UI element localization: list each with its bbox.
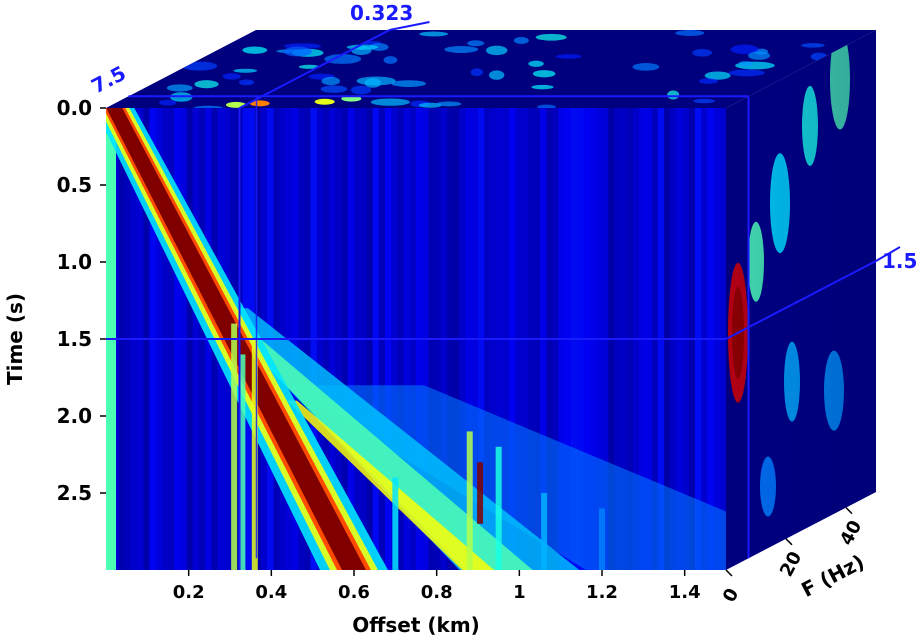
top-spectral-patch xyxy=(470,68,483,77)
top-spectral-peak xyxy=(249,100,270,107)
slice-markers xyxy=(106,21,901,570)
top-spectral-patch xyxy=(320,85,348,93)
top-spectral-patch xyxy=(738,61,753,67)
top-spectral-patch xyxy=(181,61,218,71)
top-spectral-patch xyxy=(193,105,223,108)
top-spectral-patch xyxy=(528,60,544,67)
top-spectral-patch xyxy=(692,49,712,57)
time-slice-line-side xyxy=(725,260,877,340)
top-spectral-patch xyxy=(370,98,410,106)
y-tick-label: 1.0 xyxy=(57,250,92,274)
top-spectral-peak xyxy=(314,98,335,105)
top-panel-features xyxy=(159,30,828,108)
top-spectral-patch xyxy=(748,51,771,60)
top-spectral-patch xyxy=(632,63,660,71)
trace-stripe xyxy=(392,477,399,570)
top-spectral-patch xyxy=(283,46,312,57)
time-slice-leader xyxy=(875,246,901,262)
top-spectral-patch xyxy=(159,99,177,106)
top-spectral-patch xyxy=(537,104,556,108)
top-spectral-patch xyxy=(321,76,340,86)
top-spectral-patch xyxy=(728,69,765,77)
top-spectral-patch xyxy=(356,76,396,86)
top-spectral-patch xyxy=(535,33,567,41)
top-spectral-patch xyxy=(555,54,582,59)
secondary-event-body xyxy=(240,339,533,570)
x-tick-label: 0.6 xyxy=(338,582,370,603)
secondary-event-halo xyxy=(212,308,580,570)
top-spectral-patch xyxy=(467,40,485,47)
trace-stripe xyxy=(599,508,605,570)
secondary-event-core xyxy=(287,400,494,570)
top-spectral-patch xyxy=(222,73,241,80)
trace-stripe xyxy=(477,462,484,524)
x-tick-label: 1 xyxy=(513,582,526,603)
frequency-tick-label: 20 xyxy=(776,548,806,580)
top-spectral-patch xyxy=(488,70,505,80)
trace-stripe xyxy=(495,446,502,570)
x-tick-label: 0.8 xyxy=(421,582,453,603)
trace-stripe xyxy=(466,431,473,570)
frequency-tick-label: 40 xyxy=(836,517,866,549)
frequency-tick-label: 0 xyxy=(719,585,743,606)
top-spectral-patch xyxy=(693,98,716,104)
frequency-tick-mark xyxy=(785,538,793,546)
offset-slice-line-top xyxy=(239,29,390,109)
front-panel-stripes xyxy=(231,323,605,570)
frequency-tick-mark xyxy=(845,507,853,515)
x-tick-label: 0.2 xyxy=(173,582,205,603)
top-spectral-patch xyxy=(324,54,362,64)
x-tick-label: 0.4 xyxy=(255,582,287,603)
top-spectral-patch xyxy=(242,46,268,54)
top-panel xyxy=(106,30,876,108)
frequency-axis-label: F (Hz) xyxy=(797,550,868,602)
offset-slice-leader xyxy=(389,21,430,31)
top-spectral-patch xyxy=(698,78,718,84)
time-slice-label: 1.5 xyxy=(882,249,917,273)
top-spectral-patch xyxy=(730,44,759,55)
top-spectral-patch xyxy=(532,70,556,78)
top-spectral-patch xyxy=(675,30,705,36)
top-spectral-patch xyxy=(383,56,398,64)
top-spectral-patch xyxy=(233,68,258,73)
y-tick-label: 0.0 xyxy=(57,96,92,120)
trace-stripe xyxy=(541,493,548,570)
x-tick-label: 1.4 xyxy=(669,582,701,603)
x-axis-label: Offset (km) xyxy=(352,613,480,637)
top-spectral-patch xyxy=(369,43,389,51)
top-spectral-patch xyxy=(298,64,320,69)
trace-stripe xyxy=(239,354,246,570)
top-spectral-patch xyxy=(350,85,372,95)
top-spectral-patch xyxy=(194,80,219,89)
top-spectral-patch xyxy=(391,80,427,88)
top-spectral-patch xyxy=(667,90,680,100)
trace-stripe xyxy=(231,323,238,570)
x-tick-label: 1.2 xyxy=(586,582,618,603)
top-spectral-patch xyxy=(166,84,193,92)
top-spectral-patch xyxy=(485,45,508,56)
top-spectral-patch xyxy=(418,102,442,108)
top-spectral-patch xyxy=(513,36,529,44)
y-axis-label: Time (s) xyxy=(3,293,27,385)
top-spectral-patch xyxy=(436,101,462,107)
top-spectral-patch xyxy=(531,84,554,90)
trace-stripe xyxy=(251,339,258,570)
y-tick-label: 0.5 xyxy=(57,173,92,197)
top-spectral-patch xyxy=(419,31,448,37)
offset-slice-label: 0.323 xyxy=(350,1,413,25)
y-tick-label: 2.0 xyxy=(57,404,92,428)
top-spectral-patch xyxy=(238,79,255,86)
y-tick-label: 2.5 xyxy=(57,481,92,505)
top-spectral-patch xyxy=(704,71,731,80)
y-tick-label: 1.5 xyxy=(57,327,92,351)
top-spectral-patch xyxy=(444,45,479,53)
frequency-slice-label: 7.5 xyxy=(87,61,130,99)
frequency-tick-mark xyxy=(725,569,733,577)
top-spectral-patch xyxy=(801,43,825,48)
